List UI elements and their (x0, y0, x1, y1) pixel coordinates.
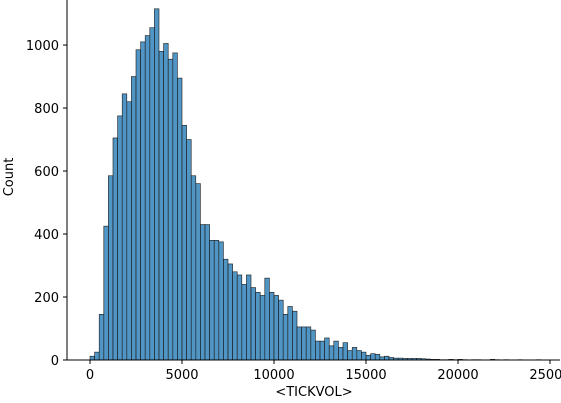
bar (204, 224, 210, 361)
bar (144, 35, 151, 361)
bar (292, 310, 298, 361)
bar (121, 93, 128, 361)
bar (384, 355, 390, 361)
bar (236, 274, 243, 361)
y-tick-label: 0 (51, 354, 59, 369)
bar (223, 258, 229, 361)
bar (370, 353, 376, 361)
bar (158, 51, 164, 361)
bar (319, 340, 325, 361)
bar (209, 240, 215, 361)
y-tick-label: 400 (34, 228, 59, 243)
x-tick-label: 15000 (345, 368, 386, 383)
bar (342, 342, 348, 361)
bar (333, 340, 339, 361)
bar (264, 277, 270, 361)
bar (98, 314, 105, 361)
x-tick-label: 5000 (165, 368, 198, 383)
bar (374, 354, 381, 361)
bar (241, 284, 247, 361)
bar (126, 101, 132, 361)
bar (287, 306, 293, 361)
bar (338, 347, 344, 361)
bar (112, 137, 118, 361)
bar (186, 139, 192, 361)
bar (361, 351, 367, 361)
bar (103, 225, 109, 361)
bar (296, 326, 302, 361)
bar (117, 115, 123, 361)
bar (140, 41, 146, 361)
bar (305, 326, 312, 361)
bar (315, 340, 321, 361)
bar (232, 271, 238, 361)
x-tick-label: 20000 (437, 368, 478, 383)
bar (181, 125, 187, 361)
bar (273, 295, 279, 361)
bar (167, 58, 174, 361)
bar (301, 326, 307, 361)
bar (172, 52, 178, 361)
bar (227, 263, 233, 361)
bar (356, 350, 362, 361)
bar (108, 175, 114, 361)
bar (246, 274, 252, 361)
bar (94, 351, 100, 361)
bar (347, 350, 353, 361)
bar (365, 354, 371, 361)
y-tick-label: 800 (34, 102, 59, 117)
bar (269, 291, 275, 361)
bar (278, 299, 284, 361)
y-tick-label: 200 (34, 291, 59, 306)
bar (310, 329, 316, 361)
bar (351, 347, 358, 361)
bar (149, 27, 155, 361)
x-tick-label: 10000 (253, 368, 294, 383)
bar (154, 8, 160, 361)
bar (218, 241, 224, 361)
bar (255, 291, 261, 361)
y-axis-label: Count (2, 158, 17, 197)
bar (259, 295, 266, 361)
bar (177, 77, 183, 361)
bar (89, 355, 95, 361)
bar (250, 287, 256, 361)
bar (328, 345, 335, 361)
bar (324, 337, 330, 361)
bar (200, 224, 206, 361)
bar (282, 314, 289, 361)
bar (195, 183, 201, 361)
y-tick-label: 600 (34, 165, 59, 180)
x-axis-label: <TICKVOL> (275, 385, 352, 400)
y-tick-label: 1000 (26, 39, 59, 54)
bar (131, 76, 137, 361)
x-tick-label: 0 (86, 368, 94, 383)
bar (135, 49, 141, 361)
bar (163, 43, 169, 361)
bar (213, 240, 220, 361)
bar (190, 175, 197, 361)
x-tick-label: 25000 (529, 368, 561, 383)
